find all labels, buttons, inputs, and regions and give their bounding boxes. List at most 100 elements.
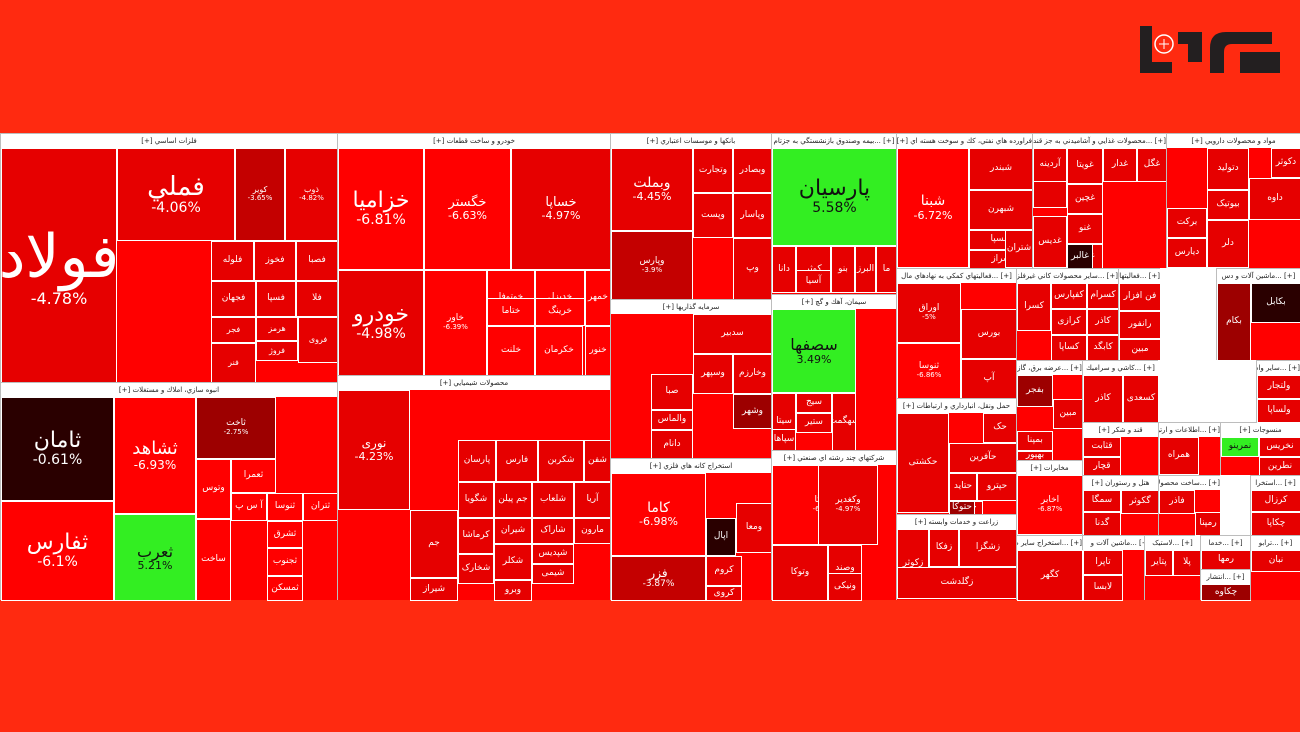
stock-tile[interactable]: پتایر xyxy=(1145,550,1173,576)
stock-tile[interactable]: فنر xyxy=(211,343,256,383)
stock-tile[interactable]: ولتجار xyxy=(1257,375,1300,399)
sector-title[interactable]: [+] ...انتشار xyxy=(1201,570,1250,585)
stock-tile[interactable]: وبصادر xyxy=(733,148,772,193)
stock-tile[interactable]: نخریس xyxy=(1259,437,1300,457)
stock-tile[interactable]: گدنا xyxy=(1083,512,1121,536)
stock-tile[interactable]: کرماشا xyxy=(458,518,494,554)
stock-tile[interactable]: ثاخت -2.75% xyxy=(196,397,276,459)
stock-tile[interactable]: فخوز xyxy=(254,241,296,281)
treemap-sector[interactable]: [+] ...بيمه وصندوق بازنشستگي به جزتام پار… xyxy=(771,133,897,294)
stock-tile[interactable]: شخارک xyxy=(458,554,494,584)
stock-tile[interactable]: وتجارت xyxy=(693,148,733,193)
stock-tile[interactable]: شپدیس xyxy=(532,544,574,564)
stock-tile[interactable]: فجهان xyxy=(211,281,256,317)
stock-tile[interactable]: قچار xyxy=(1083,457,1121,476)
stock-tile[interactable]: شاراک xyxy=(532,518,574,544)
stock-tile[interactable]: ولساپا xyxy=(1257,399,1300,423)
stock-tile[interactable]: کابگد xyxy=(1087,335,1119,361)
stock-tile[interactable]: اخابر -6.87% xyxy=(1017,475,1083,535)
stock-tile[interactable]: هرمز xyxy=(256,317,298,341)
stock-tile[interactable]: خساپا -4.97% xyxy=(511,148,611,270)
stock-tile[interactable]: سهگمت xyxy=(832,393,856,451)
sector-title[interactable]: قند و شكر [+] xyxy=(1083,423,1158,438)
treemap-sector[interactable]: [+] ...ترابو نبان xyxy=(1250,535,1300,600)
sector-title[interactable]: محصولات شيميايي [+] xyxy=(338,376,610,391)
treemap-sector[interactable]: [+] ...استخراج سایر م کگهر xyxy=(1016,535,1083,601)
stock-tile[interactable]: ثمسکن xyxy=(267,576,303,601)
stock-tile[interactable]: کسرام xyxy=(1087,283,1119,309)
stock-tile[interactable]: خگستر -6.63% xyxy=(424,148,511,270)
stock-tile[interactable]: حتوکا xyxy=(949,501,975,515)
stock-tile[interactable]: شکربن xyxy=(538,440,584,482)
stock-tile[interactable]: شکلر xyxy=(494,544,532,580)
stock-tile[interactable]: تاپرا xyxy=(1083,550,1123,575)
stock-tile[interactable]: فصبا xyxy=(296,241,338,281)
stock-tile[interactable]: بفجر xyxy=(1017,375,1053,407)
sector-title[interactable]: [+] ...ساخت محصولا xyxy=(1159,476,1220,491)
sector-title[interactable]: [+] ...فعاليتهاي كمكي به نهادهاي مال xyxy=(897,269,1016,284)
treemap-sector[interactable]: [+] ...لاستیک پتایر پلا xyxy=(1144,535,1201,600)
stock-tile[interactable]: وپارس -3.9% xyxy=(611,231,693,300)
stock-tile[interactable]: حک xyxy=(983,413,1017,443)
stock-tile[interactable]: جم پیلن xyxy=(494,482,532,518)
stock-tile[interactable]: ونیکی xyxy=(828,573,862,601)
stock-tile[interactable]: فجر xyxy=(211,317,256,343)
sector-title[interactable]: [+] ...اطلاعات و ارتباط xyxy=(1159,423,1220,438)
stock-tile[interactable]: رمپنا xyxy=(1195,512,1221,536)
sector-title[interactable]: [+] ...کاشي و سراميك xyxy=(1083,361,1158,376)
stock-tile[interactable]: وخارزم xyxy=(733,354,772,394)
stock-tile[interactable]: فولاد -4.78% xyxy=(1,148,117,383)
stock-tile[interactable]: ثامان -0.61% xyxy=(1,397,114,501)
stock-tile[interactable]: فروی xyxy=(298,317,338,363)
treemap-sector[interactable]: زراعت و خدمات وابسته [+] زکوثر زفکا زشگزا زگ… xyxy=(896,514,1017,600)
stock-tile[interactable]: خزامیا -6.81% xyxy=(338,148,424,270)
stock-tile[interactable]: نبان xyxy=(1251,550,1300,572)
stock-tile[interactable]: اپال xyxy=(706,518,736,556)
stock-tile[interactable]: صبا xyxy=(651,374,693,410)
stock-tile[interactable]: کروی xyxy=(706,586,742,601)
stock-tile[interactable]: مبین xyxy=(1053,399,1083,429)
stock-tile[interactable]: ثتران xyxy=(303,493,338,521)
stock-tile[interactable]: شگویا xyxy=(458,482,494,518)
treemap-sector[interactable]: [+] ...ماشين آلات و دس بکام بکابل xyxy=(1216,268,1300,361)
stock-tile[interactable]: دانا xyxy=(772,246,796,293)
stock-tile[interactable]: نوری -4.23% xyxy=(338,390,410,510)
sector-title[interactable]: [+] ...بيمه وصندوق بازنشستگي به جزتام xyxy=(772,134,896,149)
stock-tile[interactable]: همراه xyxy=(1159,437,1199,475)
treemap-sector[interactable]: حمل ونقل، انبارداري و ارتباطات [+] حکشتی ح… xyxy=(896,398,1017,515)
stock-tile[interactable]: کاذر xyxy=(1083,375,1123,423)
stock-tile[interactable]: داوه xyxy=(1249,178,1300,220)
stock-tile[interactable]: وکغدیر -4.97% xyxy=(818,465,878,545)
stock-tile[interactable]: بنو xyxy=(831,246,855,293)
stock-tile[interactable]: شیران xyxy=(494,518,532,544)
treemap-sector[interactable]: [+] ...عرضه برق، گاز بفجر مبین بمپنا بهپور xyxy=(1016,360,1083,461)
sector-title[interactable]: زراعت و خدمات وابسته [+] xyxy=(897,515,1016,530)
stock-tile[interactable]: حپترو xyxy=(977,473,1017,501)
stock-tile[interactable]: غنو xyxy=(1067,214,1103,244)
stock-tile[interactable]: شبهرن xyxy=(969,190,1033,230)
stock-tile[interactable]: ما xyxy=(876,246,897,293)
stock-tile[interactable]: خمهر xyxy=(585,270,611,326)
stock-tile[interactable]: غچین xyxy=(1067,184,1103,214)
stock-tile[interactable]: وسپهر xyxy=(693,354,733,394)
treemap-sector[interactable]: شرکتهاي چند رشته اي صنعتي [+]شستا-6.04%و… xyxy=(771,450,896,601)
stock-tile[interactable]: خاور -6.39% xyxy=(424,270,487,376)
stock-tile[interactable]: رانفور xyxy=(1119,311,1161,339)
stock-tile[interactable]: دکوثر xyxy=(1271,148,1300,178)
sector-title[interactable]: سيمان، آهك و گچ [+] xyxy=(772,295,896,310)
stock-tile[interactable]: غدار xyxy=(1103,148,1137,182)
stock-tile[interactable]: کرزال xyxy=(1251,490,1300,512)
stock-tile[interactable]: فروژ xyxy=(256,341,298,361)
stock-tile[interactable]: گکوثر xyxy=(1121,490,1159,514)
stock-tile[interactable]: وبملت -4.45% xyxy=(611,148,693,231)
stock-tile[interactable]: وپاسار xyxy=(733,193,772,238)
stock-tile[interactable]: فاذر xyxy=(1159,490,1195,514)
treemap-sector[interactable]: [+] ...فعاليتهاي وابس فن افزار رانفور مبین xyxy=(1118,268,1161,361)
stock-tile[interactable]: وشهر xyxy=(733,394,772,429)
treemap-sector[interactable]: [+] ...ساخت محصولا فاذر رمپنا xyxy=(1158,475,1221,536)
stock-tile[interactable]: زشگزا xyxy=(959,529,1017,567)
stock-tile[interactable]: چکاوه xyxy=(1201,584,1251,601)
sector-title[interactable]: حمل ونقل، انبارداري و ارتباطات [+] xyxy=(897,399,1016,414)
stock-tile[interactable]: کسرا xyxy=(1017,283,1051,331)
treemap-sector[interactable]: منسوجات [+] نمرینو نخریس نطرین xyxy=(1220,422,1300,476)
